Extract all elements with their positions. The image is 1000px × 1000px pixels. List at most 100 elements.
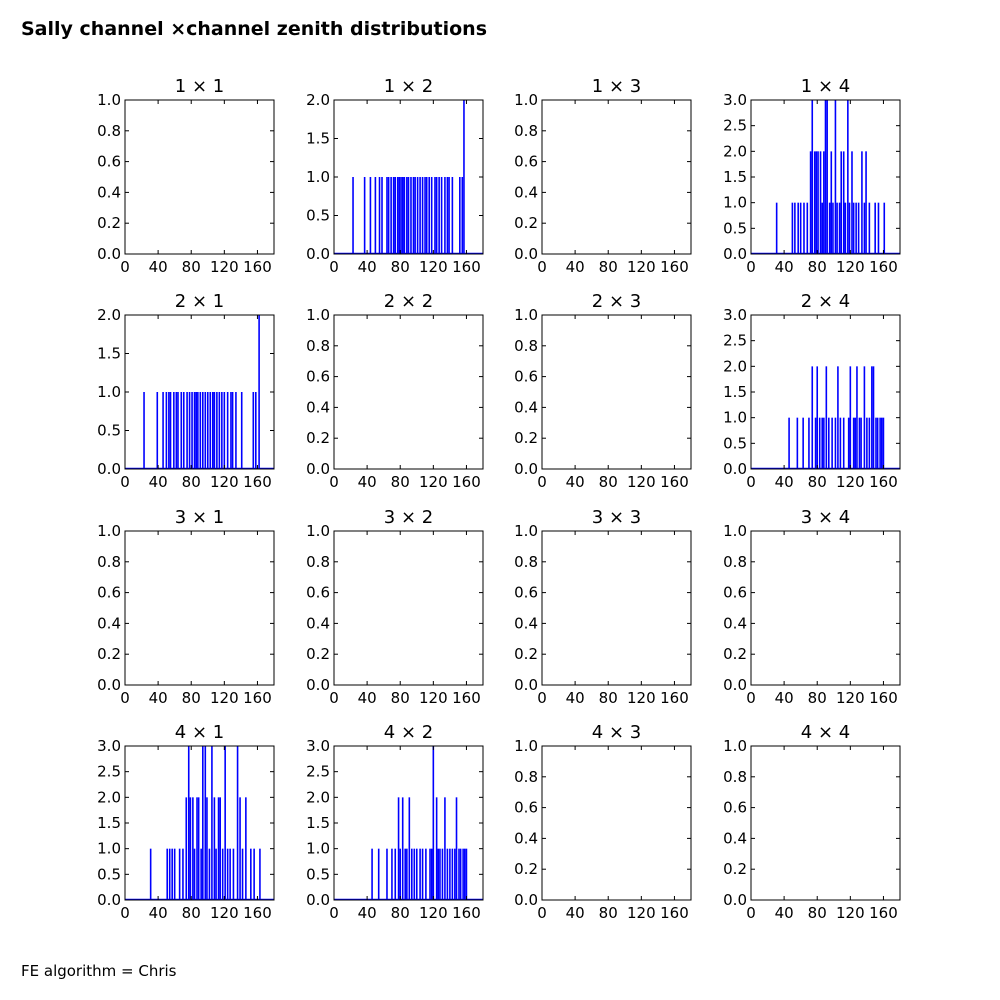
axes-frame [124,530,275,686]
x-tick-label: 120 [419,473,448,491]
y-tick-label: 0.4 [723,614,747,632]
y-tick-label: 2.5 [723,332,747,350]
x-tick-label: 80 [182,473,201,491]
y-tick-label: 2.5 [97,763,121,781]
y-tick-label: 0.2 [306,429,330,447]
x-tick-label: 160 [243,258,272,276]
axes-frame [333,314,484,470]
y-tick-label: 0.6 [306,584,330,602]
y-tick-label: 1.5 [97,814,121,832]
series-bars [125,315,274,470]
y-tick-label: 0.2 [97,645,121,663]
y-tick-label: 0.8 [514,122,538,140]
series-bars [751,100,900,255]
y-tick-label: 0.2 [306,645,330,663]
subplot-title: 1 × 1 [175,76,224,97]
subplot-title: 2 × 3 [592,291,641,312]
y-tick-label: 3.0 [723,91,747,109]
axes-frame [124,745,275,901]
x-tick-label: 120 [627,258,656,276]
x-tick-label: 120 [836,473,865,491]
x-tick-label: 160 [452,689,481,707]
y-tick-label: 3.0 [723,306,747,324]
y-tick-label: 1.0 [97,91,121,109]
x-tick-label: 80 [808,473,827,491]
x-tick-label: 0 [746,258,756,276]
subplot-4-3: 0.0 0.2 0.4 0.6 0.8 1.0 0 40 80 120 160 4 × 3 [514,722,692,922]
x-tick-label: 0 [537,689,547,707]
x-tick-label: 80 [182,904,201,922]
y-tick-label: 0.6 [514,584,538,602]
y-tick-label: 0.0 [514,891,538,909]
y-tick-label: 3.0 [97,737,121,755]
x-tick-label: 160 [452,904,481,922]
subplot-4-2: 0.0 0.5 1.0 1.5 2.0 2.5 3.0 0 40 80 120 160 4 × 2 [306,722,484,922]
x-tick-label: 120 [627,473,656,491]
y-tick-label: 1.5 [306,814,330,832]
y-tick-label: 2.0 [723,357,747,375]
x-tick-label: 0 [537,473,547,491]
x-tick-label: 160 [869,904,898,922]
y-tick-label: 0.5 [306,865,330,883]
x-tick-label: 40 [775,258,794,276]
y-tick-label: 3.0 [306,737,330,755]
y-tick-label: 0.6 [97,584,121,602]
x-tick-label: 160 [660,258,689,276]
y-tick-label: 1.0 [723,194,747,212]
subplot-4-1: 0.0 0.5 1.0 1.5 2.0 2.5 3.0 0 40 80 120 160 4 × 1 [97,722,275,922]
y-tick-label: 0.4 [514,614,538,632]
x-tick-label: 0 [329,904,339,922]
y-tick-label: 0.8 [723,553,747,571]
y-tick-label: 0.8 [514,768,538,786]
y-tick-label: 0.4 [97,614,121,632]
x-tick-label: 0 [120,689,130,707]
x-tick-label: 80 [391,258,410,276]
y-tick-label: 0.2 [514,645,538,663]
series-bars [751,366,900,470]
x-tick-label: 160 [452,473,481,491]
subplot-title: 4 × 4 [801,722,850,743]
y-tick-label: 2.0 [723,142,747,160]
footer-note: FE algorithm = Chris [21,962,177,980]
axes-frame [333,530,484,686]
x-tick-label: 80 [808,258,827,276]
subplot-1-3: 0.0 0.2 0.4 0.6 0.8 1.0 0 40 80 120 160 1 × 3 [514,76,692,276]
subplot-3-2: 0.0 0.2 0.4 0.6 0.8 1.0 0 40 80 120 160 3 × 2 [306,507,484,707]
y-tick-label: 0.5 [723,219,747,237]
y-tick-label: 0.4 [514,398,538,416]
x-tick-label: 120 [210,258,239,276]
y-tick-label: 0.0 [306,460,330,478]
y-tick-label: 2.5 [723,117,747,135]
x-tick-label: 80 [391,473,410,491]
y-tick-label: 1.5 [723,383,747,401]
x-tick-label: 160 [869,258,898,276]
y-tick-label: 1.0 [514,522,538,540]
axes-frame [124,314,275,470]
y-tick-label: 2.0 [97,788,121,806]
y-tick-label: 0.6 [723,584,747,602]
page-title: Sally channel ×channel zenith distributi… [21,18,488,40]
subplot-3-4: 0.0 0.2 0.4 0.6 0.8 1.0 0 40 80 120 160 3 × 4 [723,507,901,707]
y-tick-label: 0.6 [97,153,121,171]
y-tick-label: 0.6 [514,799,538,817]
x-tick-label: 80 [599,689,618,707]
y-tick-label: 0.2 [514,214,538,232]
y-tick-label: 0.0 [306,676,330,694]
subplot-2-3: 0.0 0.2 0.4 0.6 0.8 1.0 0 40 80 120 160 2 × 3 [514,291,692,491]
x-tick-label: 120 [419,689,448,707]
y-tick-label: 0.5 [306,207,330,225]
x-tick-label: 40 [358,258,377,276]
x-tick-label: 80 [599,904,618,922]
x-tick-label: 160 [660,473,689,491]
subplot-3-1: 0.0 0.2 0.4 0.6 0.8 1.0 0 40 80 120 160 3 × 1 [97,507,275,707]
subplot-title: 1 × 2 [384,76,433,97]
y-tick-label: 1.0 [514,737,538,755]
x-tick-label: 120 [210,689,239,707]
x-tick-label: 40 [775,689,794,707]
y-tick-label: 0.8 [97,122,121,140]
y-tick-label: 0.2 [97,214,121,232]
y-tick-label: 1.0 [97,840,121,858]
x-tick-label: 80 [808,689,827,707]
y-tick-label: 1.0 [723,522,747,540]
